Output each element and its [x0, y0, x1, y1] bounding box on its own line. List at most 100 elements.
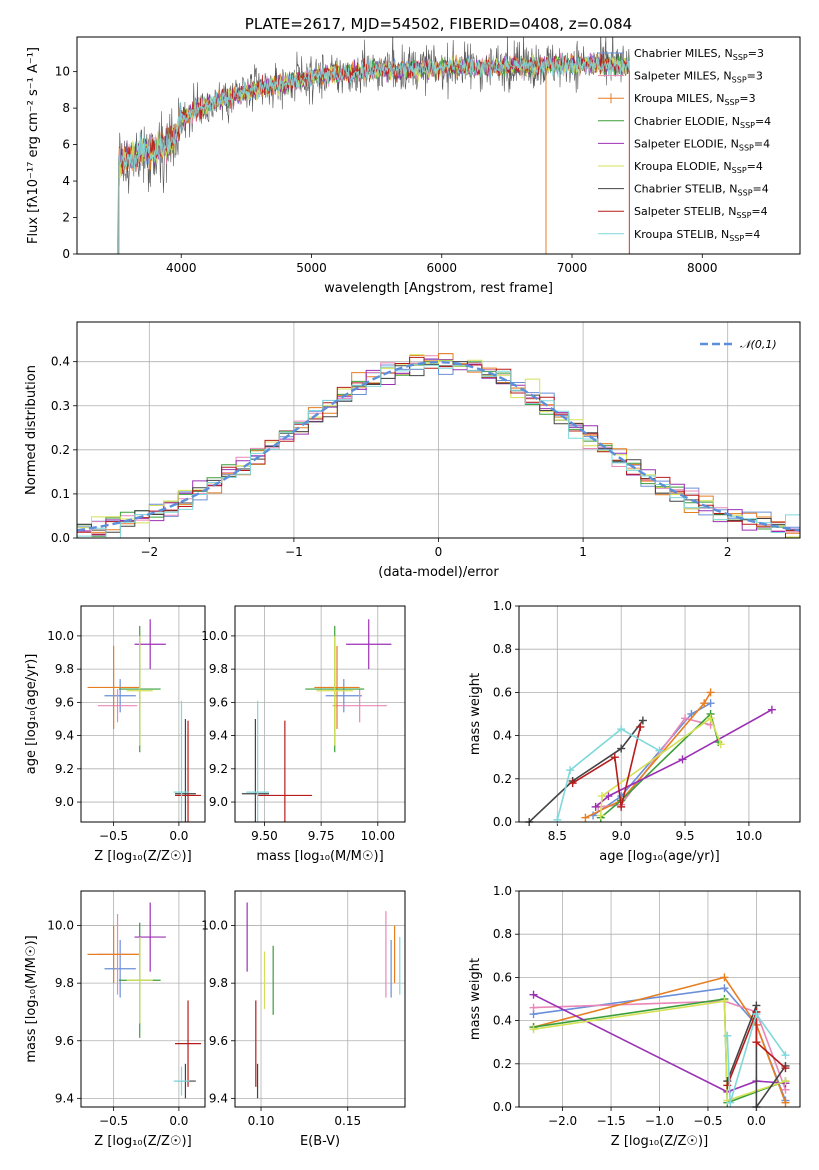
spectrum-series-7 [118, 53, 630, 254]
spectrum-ytick-label-0: 0 [62, 247, 70, 261]
mass-vs-ebv-xtick-label-1: 0.15 [334, 1114, 361, 1128]
weight-vs-age-marker-5-2 [706, 714, 715, 723]
residuals-xtick-label-0: −2 [140, 545, 158, 559]
weight-vs-age-xtick-label-3: 10.0 [736, 829, 763, 843]
spectrum-legend-label-3: Chabrier ELODIE, NSSP=4 [634, 115, 771, 130]
spectrum-legend-name-6: Chabrier STELIB, N [634, 183, 738, 196]
spectrum-xtick-label-4: 8000 [687, 261, 718, 275]
mass-vs-z-xtick-label-0: −0.5 [99, 1114, 128, 1128]
spectrum-legend-suffix-1: =3 [747, 70, 763, 83]
mass-vs-z-xtick-label-1: 0.0 [169, 1114, 188, 1128]
age-vs-mass-xlabel: mass [log₁₀(M/M☉)] [256, 849, 383, 864]
weight-vs-age-marker-8-0 [553, 815, 562, 824]
age-vs-mass-ytick-label-4: 9.8 [209, 662, 228, 676]
spectrum-ytick-label-1: 2 [62, 211, 70, 225]
age-vs-mass-frame [234, 605, 406, 823]
residuals-xtick-label-4: 2 [724, 545, 732, 559]
weight-vs-age-series-7 [572, 726, 642, 808]
age-vs-z-point-8 [173, 700, 190, 822]
weight-vs-age-marker-5-1 [598, 792, 607, 801]
spectrum-title: PLATE=2617, MJD=54502, FIBERID=0408, z=0… [245, 15, 632, 33]
weight-vs-age-marker-4-3 [767, 705, 776, 714]
weight-vs-z-series-8 [726, 1012, 787, 1103]
mass-vs-z-ytick-label-0: 9.4 [55, 1091, 74, 1105]
spectrum-legend-name-1: Salpeter MILES, N [634, 70, 732, 83]
age-vs-mass-xtick-label-1: 9.75 [308, 829, 335, 843]
weight-vs-z-xtick-label-1: −1.5 [596, 1114, 625, 1128]
residuals-ytick-label-2: 0.2 [51, 443, 70, 457]
weight-vs-z-marker-2-3 [781, 1098, 790, 1107]
spectrum-legend-suffix-6: =4 [753, 183, 769, 196]
spectrum-legend-label-5: Kroupa ELODIE, NSSP=4 [634, 160, 763, 175]
weight-vs-age-ytick-label-3: 0.6 [493, 685, 512, 699]
age-vs-z-point-0 [104, 679, 136, 713]
residuals-xtick-label-2: 0 [435, 545, 443, 559]
weight-vs-z-marker-7-3 [781, 1064, 790, 1073]
spectrum-legend-suffix-8: =4 [744, 228, 760, 241]
mass-vs-z-xlabel: Z [log₁₀(Z/Z☉)] [94, 1134, 191, 1149]
weight-vs-z-xtick-label-4: 0.0 [747, 1114, 766, 1128]
age-vs-mass-point-8 [246, 700, 269, 822]
age-vs-mass-point-4 [346, 619, 392, 670]
spectrum-legend-sub-7: SSP [736, 211, 751, 220]
weight-vs-age-ytick-label-1: 0.2 [493, 772, 512, 786]
spectrum-series-1 [118, 52, 630, 254]
age-vs-mass-point-7 [257, 720, 313, 822]
age-vs-z-xtick-label-0: −0.5 [99, 829, 128, 843]
spectrum-ytick-label-3: 6 [62, 138, 70, 152]
residuals-xtick-label-1: −1 [285, 545, 303, 559]
residuals-ytick-label-0: 0.0 [51, 531, 70, 545]
residuals-normal-curve [77, 360, 800, 532]
age-vs-mass-xtick-label-0: 9.50 [251, 829, 278, 843]
residuals-legend-label: 𝒩(0,1) [740, 338, 777, 351]
mass-vs-z-ytick-label-1: 9.6 [55, 1034, 74, 1048]
spectrum-legend-label-8: Kroupa STELIB, NSSP=4 [634, 228, 760, 243]
age-vs-z-point-6 [174, 718, 196, 822]
residuals-ytick-label-3: 0.3 [51, 399, 70, 413]
spectrum-legend-sub-2: SSP [724, 98, 739, 107]
age-vs-mass-ytick-label-2: 9.4 [209, 729, 228, 743]
weight-vs-age-ytick-label-5: 1.0 [493, 599, 512, 613]
mass-vs-z-ytick-label-3: 10.0 [47, 919, 74, 933]
mass-vs-ebv-ytick-label-1: 9.6 [209, 1034, 228, 1048]
spectrum-legend-name-3: Chabrier ELODIE, N [634, 115, 740, 128]
spectrum-xtick-label-0: 4000 [166, 261, 197, 275]
weight-vs-age-xlabel: age [log₁₀(age/yr)] [599, 849, 720, 864]
spectrum-legend-sub-3: SSP [740, 121, 755, 130]
spectrum-legend-name-5: Kroupa ELODIE, N [634, 160, 732, 173]
spectrum-legend-label-0: Chabrier MILES, NSSP=3 [634, 47, 764, 62]
spectrum-legend-label-4: Salpeter ELODIE, NSSP=4 [634, 137, 770, 152]
weight-vs-z-ytick-label-2: 0.4 [493, 1014, 512, 1028]
spectrum-legend-label-1: Salpeter MILES, NSSP=3 [634, 70, 763, 85]
weight-vs-age-series-5 [599, 717, 722, 816]
weight-vs-age-marker-5-3 [716, 740, 725, 749]
age-vs-z-point-1 [97, 689, 138, 723]
spectrum-series-6 [118, 37, 630, 254]
weight-vs-z-xlabel: Z [log₁₀(Z/Z☉)] [611, 1134, 708, 1149]
weight-vs-z-marker-8-1 [726, 1098, 735, 1107]
age-vs-mass-point-5 [316, 635, 353, 746]
weight-vs-age-marker-2-0 [581, 813, 590, 822]
mass-vs-z-point-2 [87, 925, 140, 984]
weight-vs-age-series-8 [556, 728, 660, 820]
weight-vs-z-marker-8-2 [752, 1010, 761, 1019]
age-vs-mass-point-0 [325, 679, 362, 713]
age-vs-z-ytick-label-4: 9.8 [55, 662, 74, 676]
spectrum-legend-name-8: Kroupa STELIB, N [634, 228, 729, 241]
spectrum-legend-suffix-3: =4 [755, 115, 771, 128]
age-vs-z-point-7 [174, 720, 202, 822]
weight-vs-age-marker-8-1 [566, 766, 575, 775]
weight-vs-z-series-1 [533, 1000, 787, 1090]
weight-vs-z-marker-2-1 [720, 973, 729, 982]
mass-vs-ebv-ytick-label-2: 9.8 [209, 976, 228, 990]
spectrum-series-0 [118, 54, 630, 254]
age-vs-mass-point-1 [332, 689, 387, 723]
residuals-ylabel: Normed distribution [24, 365, 39, 495]
mass-vs-ebv-ytick-label-3: 10.0 [201, 919, 228, 933]
weight-vs-age-xtick-label-1: 9.0 [612, 829, 631, 843]
weight-vs-age-marker-7-3 [636, 722, 645, 731]
spectrum-ytick-label-2: 4 [62, 174, 70, 188]
mass-vs-z-point-7 [174, 1000, 202, 1087]
weight-vs-z-marker-8-0 [723, 1031, 732, 1040]
